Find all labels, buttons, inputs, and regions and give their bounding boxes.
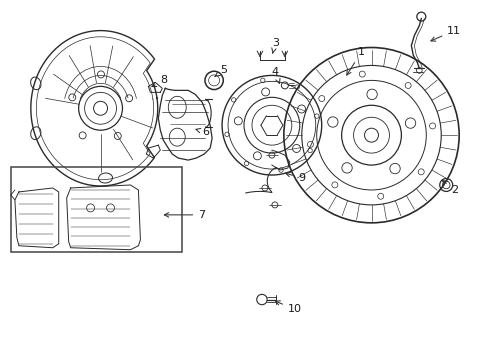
Text: 7: 7 <box>164 210 205 220</box>
Text: 8: 8 <box>152 75 168 86</box>
Text: 9: 9 <box>286 172 305 183</box>
Text: 3: 3 <box>272 37 279 53</box>
Text: 4: 4 <box>272 67 280 84</box>
Text: 10: 10 <box>275 301 302 315</box>
Text: 1: 1 <box>347 48 365 75</box>
Bar <box>11 167 182 252</box>
Text: 6: 6 <box>196 127 209 137</box>
Text: 11: 11 <box>431 26 461 41</box>
Text: 5: 5 <box>215 66 227 76</box>
Text: 2: 2 <box>442 180 458 195</box>
